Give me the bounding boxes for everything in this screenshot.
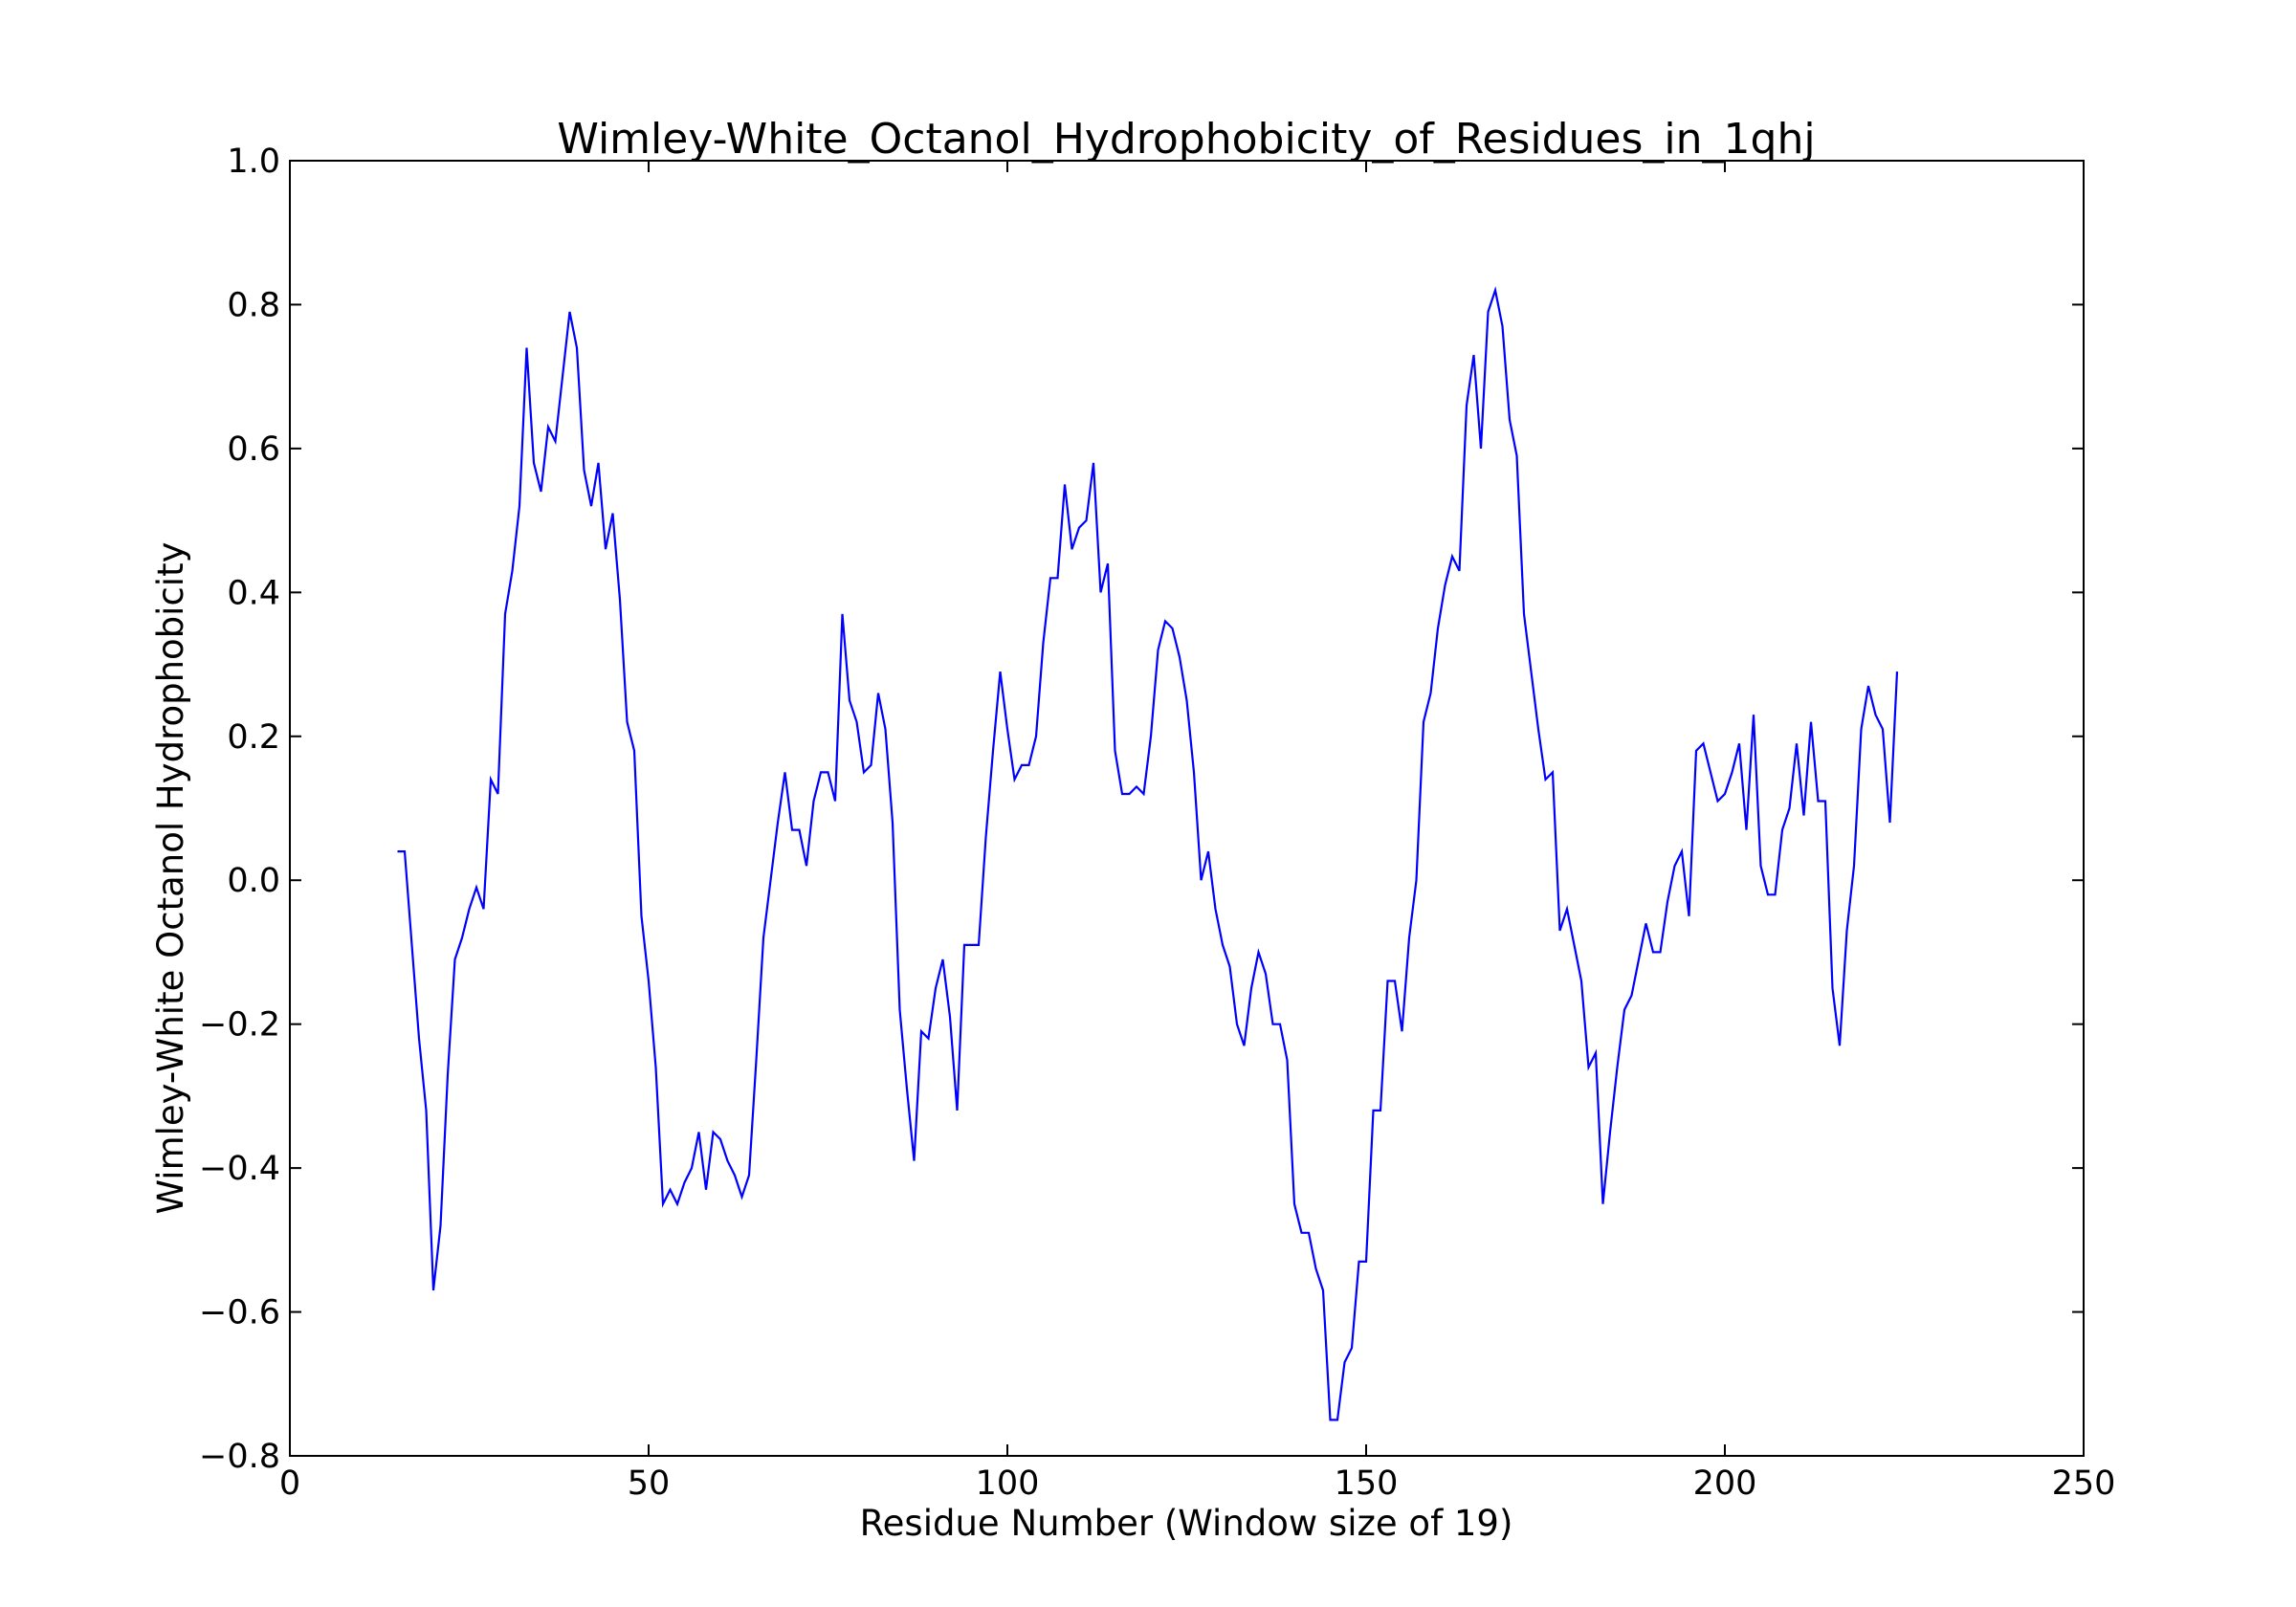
y-tick-label: 0.8 xyxy=(227,286,280,324)
y-tick-label: 0.4 xyxy=(227,574,280,612)
y-tick-label: −0.6 xyxy=(199,1294,280,1332)
x-tick-label: 150 xyxy=(1335,1464,1399,1503)
y-tick-label: −0.4 xyxy=(199,1150,280,1188)
y-axis-title: Wimley-White Octanol Hydrophobicity xyxy=(150,542,191,1215)
x-tick-label: 50 xyxy=(628,1464,671,1503)
y-tick-label: −0.8 xyxy=(199,1438,280,1476)
chart-title: Wimley-White_Octanol_Hydrophobicity_of_R… xyxy=(557,115,1815,164)
y-tick-label: 1.0 xyxy=(227,143,280,181)
x-tick-label: 100 xyxy=(976,1464,1040,1503)
axes-frame xyxy=(289,160,2085,1457)
plot-area: 0 50 100 150 200 250 −0.8 −0.6 −0.4 −0.2 0.0 0.2 0.4… xyxy=(199,143,2115,1503)
y-tick-label: −0.2 xyxy=(199,1006,280,1045)
x-tick-label: 0 xyxy=(279,1464,300,1503)
data-line-series xyxy=(397,286,1899,1421)
x-tick-label: 250 xyxy=(2052,1464,2116,1503)
y-tick-label: 0.2 xyxy=(227,718,280,757)
y-tick-label: 0.0 xyxy=(227,862,280,900)
x-tick-label: 200 xyxy=(1693,1464,1757,1503)
y-tick-label: 0.6 xyxy=(227,430,280,469)
x-axis-title: Residue Number (Window size of 19) xyxy=(860,1503,1513,1544)
